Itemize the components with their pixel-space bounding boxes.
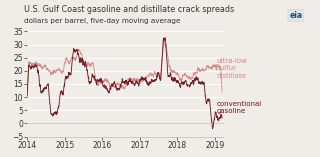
Text: eia: eia	[289, 11, 302, 20]
Text: conventional
gasoline: conventional gasoline	[217, 101, 262, 114]
Text: U.S. Gulf Coast gasoline and distillate crack spreads: U.S. Gulf Coast gasoline and distillate …	[24, 5, 234, 14]
Text: dollars per barrel, five-day moving average: dollars per barrel, five-day moving aver…	[24, 18, 180, 24]
Text: ultra-low
sulfur
distillate: ultra-low sulfur distillate	[217, 58, 247, 79]
